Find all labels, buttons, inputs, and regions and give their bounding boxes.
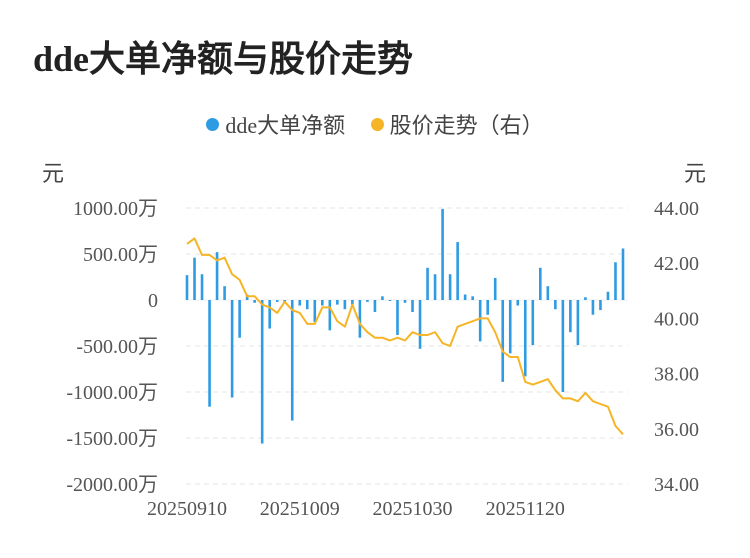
bar-dde — [343, 300, 347, 310]
bar-dde — [471, 296, 474, 300]
bar-dde — [531, 300, 535, 346]
bar-dde — [621, 248, 625, 300]
bar-dde — [313, 300, 317, 323]
x-tick-label: 20251030 — [373, 498, 453, 520]
bar-dde — [358, 300, 362, 338]
bar-dde — [328, 300, 332, 331]
bar-dde — [223, 286, 226, 300]
bar-dde — [456, 242, 459, 300]
x-tick-label: 20251009 — [260, 498, 340, 520]
bar-dde — [599, 300, 602, 311]
bar-dde — [260, 300, 264, 444]
bar-dde — [230, 300, 234, 398]
legend-label-dde: dde大单净额 — [225, 113, 346, 138]
bar-dde — [215, 252, 219, 300]
bar-dde — [321, 300, 324, 306]
y-right-tick-label: 36.00 — [654, 419, 699, 441]
bar-dde — [275, 300, 279, 302]
y-left-tick-label: 500.00万 — [83, 244, 158, 266]
bar-dde — [305, 300, 309, 310]
legend-item-price[interactable]: 股价走势（右） — [370, 108, 544, 140]
left-axis-unit: 元 — [42, 161, 65, 186]
bar-dde — [516, 300, 520, 306]
bar-dde — [576, 300, 580, 346]
bar-dde — [493, 277, 497, 300]
bar-dde — [539, 267, 542, 300]
bar-dde — [238, 300, 241, 338]
y-left-tick-label: -2000.00万 — [66, 474, 158, 496]
bar-dde — [569, 300, 572, 333]
bar-dde — [546, 286, 550, 300]
bar-dde — [185, 275, 189, 300]
bar-dde — [351, 300, 354, 305]
legend-dot-dde — [206, 117, 220, 131]
y-right-tick-label: 42.00 — [654, 253, 699, 275]
bar-dde — [508, 300, 512, 354]
bar-dde — [290, 300, 294, 421]
bar-dde — [523, 300, 527, 377]
bar-dde — [200, 274, 204, 300]
bar-dde — [336, 300, 339, 305]
bar-dde — [426, 267, 429, 300]
bar-dde — [591, 300, 595, 315]
y-left-tick-label: 0 — [148, 290, 158, 312]
x-tick-label: 20251120 — [486, 498, 565, 520]
y-right-tick-label: 44.00 — [654, 198, 699, 220]
right-axis-unit: 元 — [684, 161, 707, 186]
bar-dde — [298, 300, 302, 306]
legend-item-dde[interactable]: dde大单净额 — [206, 108, 345, 140]
y-left-tick-label: -500.00万 — [76, 336, 158, 358]
y-left-tick-label: -1500.00万 — [66, 428, 158, 450]
y-left-tick-label: 1000.00万 — [73, 198, 158, 220]
bar-dde — [614, 262, 617, 300]
bar-dde — [478, 300, 482, 342]
legend-label-price: 股价走势（右） — [389, 113, 544, 138]
bar-dde — [463, 294, 467, 300]
bar-dde — [366, 300, 369, 302]
bar-dde — [268, 300, 271, 329]
bar-dde — [441, 208, 444, 300]
bar-dde — [606, 291, 610, 300]
bar-dde — [411, 300, 414, 312]
legend: dde大单净额 股价走势（右） — [0, 108, 750, 140]
y-left-tick-label: -1000.00万 — [66, 382, 158, 404]
x-tick-label: 20250910 — [147, 498, 227, 520]
bar-dde — [433, 274, 437, 300]
line-price — [186, 237, 624, 435]
y-right-tick-label: 38.00 — [654, 364, 699, 386]
bar-dde — [584, 297, 587, 300]
bar-dde — [373, 300, 377, 312]
bar-dde — [253, 300, 256, 303]
bar-dde — [418, 300, 422, 349]
y-right-tick-label: 40.00 — [654, 308, 699, 330]
bar-dde — [396, 300, 399, 335]
bar-dde — [208, 300, 211, 407]
bar-dde — [388, 300, 392, 301]
bar-dde — [403, 300, 407, 303]
bar-dde — [193, 257, 196, 300]
chart-title: dde大单净额与股价走势 — [33, 39, 414, 79]
legend-dot-price — [370, 117, 384, 131]
bar-dde — [561, 300, 565, 392]
bar-dde — [554, 300, 557, 310]
bar-dde — [486, 300, 489, 315]
bar-dde — [448, 274, 452, 300]
y-right-tick-label: 34.00 — [654, 474, 699, 496]
bar-dde — [501, 300, 505, 382]
bar-dde — [381, 296, 384, 300]
